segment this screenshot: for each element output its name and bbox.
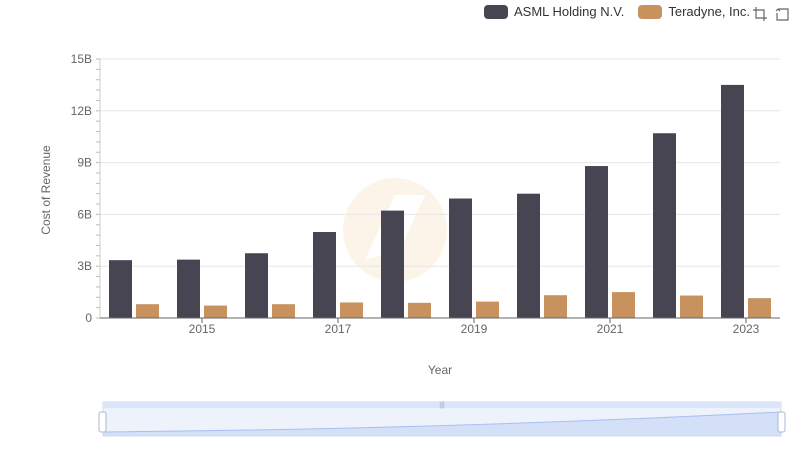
bar-asml-2021[interactable]	[585, 166, 608, 318]
bar-asml-2015[interactable]	[177, 259, 200, 318]
x-tick-label: 2023	[733, 322, 760, 336]
zoom-handle-right[interactable]	[777, 411, 786, 433]
legend: ASML Holding N.V. Teradyne, Inc.	[484, 4, 750, 19]
bar-teradyne-2014[interactable]	[136, 304, 159, 318]
legend-item-asml[interactable]: ASML Holding N.V.	[484, 4, 624, 19]
y-tick-label: 9B	[77, 156, 92, 170]
x-axis-title: Year	[428, 363, 452, 377]
bar-teradyne-2020[interactable]	[544, 295, 567, 318]
zoom-icon[interactable]	[752, 6, 768, 27]
x-tick-label: 2017	[325, 322, 352, 336]
y-tick-label: 3B	[77, 259, 92, 273]
bar-teradyne-2017[interactable]	[340, 302, 363, 318]
x-tick-label: 2021	[597, 322, 624, 336]
bar-teradyne-2023[interactable]	[748, 298, 771, 318]
x-tick-label: 2015	[189, 322, 216, 336]
bar-asml-2014[interactable]	[109, 260, 132, 318]
reset-icon[interactable]	[774, 6, 790, 27]
zoom-handle-left[interactable]	[98, 411, 107, 433]
x-tick-label: 2019	[461, 322, 488, 336]
y-tick-label: 0	[85, 311, 92, 325]
legend-label-teradyne: Teradyne, Inc.	[668, 4, 750, 19]
bar-teradyne-2016[interactable]	[272, 304, 295, 318]
zoom-grip-icon[interactable]: |||	[439, 402, 445, 409]
bar-asml-2023[interactable]	[721, 84, 744, 319]
legend-item-teradyne[interactable]: Teradyne, Inc.	[638, 4, 750, 19]
bar-asml-2020[interactable]	[517, 193, 540, 318]
legend-label-asml: ASML Holding N.V.	[514, 4, 625, 19]
bar-asml-2022[interactable]	[653, 133, 676, 318]
bar-asml-2018[interactable]	[381, 210, 404, 318]
y-tick-label: 15B	[71, 52, 92, 66]
bar-asml-2019[interactable]	[449, 198, 472, 318]
bar-asml-2016[interactable]	[245, 253, 268, 318]
data-zoom-slider[interactable]: |||	[98, 401, 786, 437]
chart-toolbar	[752, 6, 790, 27]
bar-asml-2017[interactable]	[313, 232, 336, 318]
bar-teradyne-2022[interactable]	[680, 295, 703, 318]
bar-teradyne-2021[interactable]	[612, 292, 635, 318]
y-axis-title: Cost of Revenue	[39, 145, 53, 235]
y-tick-label: 6B	[77, 207, 92, 221]
legend-swatch-asml	[484, 4, 509, 19]
bar-teradyne-2015[interactable]	[204, 305, 227, 318]
y-tick-label: 12B	[71, 104, 92, 118]
bar-teradyne-2018[interactable]	[408, 302, 431, 318]
legend-swatch-teradyne	[638, 4, 663, 19]
bar-teradyne-2019[interactable]	[476, 301, 499, 318]
